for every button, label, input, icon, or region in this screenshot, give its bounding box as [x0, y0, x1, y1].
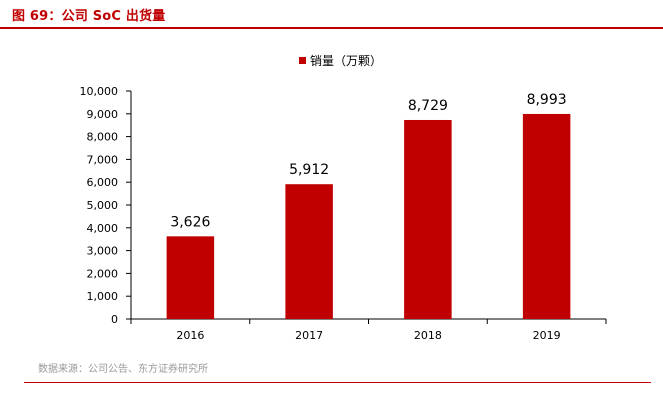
figure-title: 图 69：公司 SoC 出货量	[12, 9, 166, 24]
y-tick-label: 7,000	[87, 153, 119, 166]
chart-legend: 销量（万颗）	[299, 54, 382, 68]
x-tick-label: 2018	[414, 329, 442, 342]
bar-series	[166, 113, 571, 320]
y-tick-label: 1,000	[87, 290, 119, 303]
x-tick-label: 2016	[176, 329, 204, 342]
title-rule	[0, 27, 663, 29]
y-tick-label: 3,000	[87, 245, 119, 258]
footer-rule	[24, 382, 651, 383]
x-axis: 2016 2017 2018 2019	[130, 318, 607, 342]
y-tick-label: 9,000	[87, 108, 119, 121]
source-note: 数据来源：公司公告、东方证券研究所	[38, 364, 208, 375]
data-label-2017: 5,912	[289, 162, 329, 178]
legend-label: 销量（万颗）	[310, 54, 382, 68]
y-tick-label: 8,000	[87, 131, 119, 144]
bar-2019	[522, 113, 571, 320]
y-tick-label: 4,000	[87, 222, 119, 235]
x-tick-label: 2017	[295, 329, 323, 342]
y-tick-label: 5,000	[87, 199, 119, 212]
y-tick-label: 0	[111, 313, 118, 326]
y-tick-label: 6,000	[87, 176, 119, 189]
y-axis: 0 1,000 2,000 3,000 4,000 5,000 6,000 7,000 8,00…	[80, 85, 132, 326]
data-label-2018: 8,729	[408, 98, 448, 114]
bar-2016	[166, 236, 215, 319]
data-label-2016: 3,626	[170, 214, 210, 230]
data-labels: 3,626 5,912 8,729 8,993	[170, 92, 566, 230]
x-tick-label: 2019	[533, 329, 561, 342]
data-label-2019: 8,993	[527, 92, 567, 108]
y-tick-label: 2,000	[87, 267, 119, 280]
y-tick-label: 10,000	[80, 85, 119, 98]
bar-2018	[404, 119, 452, 320]
legend-swatch	[299, 57, 306, 64]
bar-2017	[285, 184, 333, 319]
